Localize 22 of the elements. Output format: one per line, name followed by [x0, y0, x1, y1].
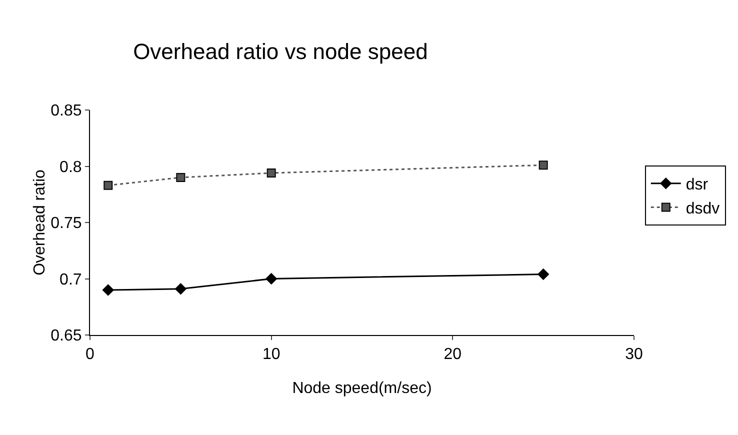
- y-axis-title: Overhead ratio: [32, 169, 49, 276]
- x-tick-label: 10: [262, 346, 280, 364]
- point: [266, 273, 278, 284]
- point: [538, 160, 548, 170]
- legend-label: dsr: [686, 176, 709, 194]
- point: [104, 180, 113, 190]
- chart-title: Overhead ratio vs node speed: [133, 38, 428, 64]
- x-tick-label: 30: [625, 346, 643, 364]
- y-tick-label: 0.65: [50, 328, 82, 345]
- x-axis-title: Node speed(m/sec): [292, 380, 432, 397]
- x-tick-label: 20: [444, 346, 462, 364]
- point: [102, 284, 114, 296]
- point: [174, 283, 186, 295]
- point: [266, 168, 276, 178]
- point: [538, 268, 550, 280]
- y-tick-label: 0.85: [50, 102, 82, 120]
- legend-label: dsdv: [686, 200, 720, 218]
- y-tick-label: 0.7: [60, 271, 82, 288]
- y-tick-label: 0.75: [50, 215, 82, 232]
- y-tick-label: 0.8: [60, 158, 82, 176]
- point: [176, 173, 186, 182]
- x-tick-label: 0: [86, 346, 95, 364]
